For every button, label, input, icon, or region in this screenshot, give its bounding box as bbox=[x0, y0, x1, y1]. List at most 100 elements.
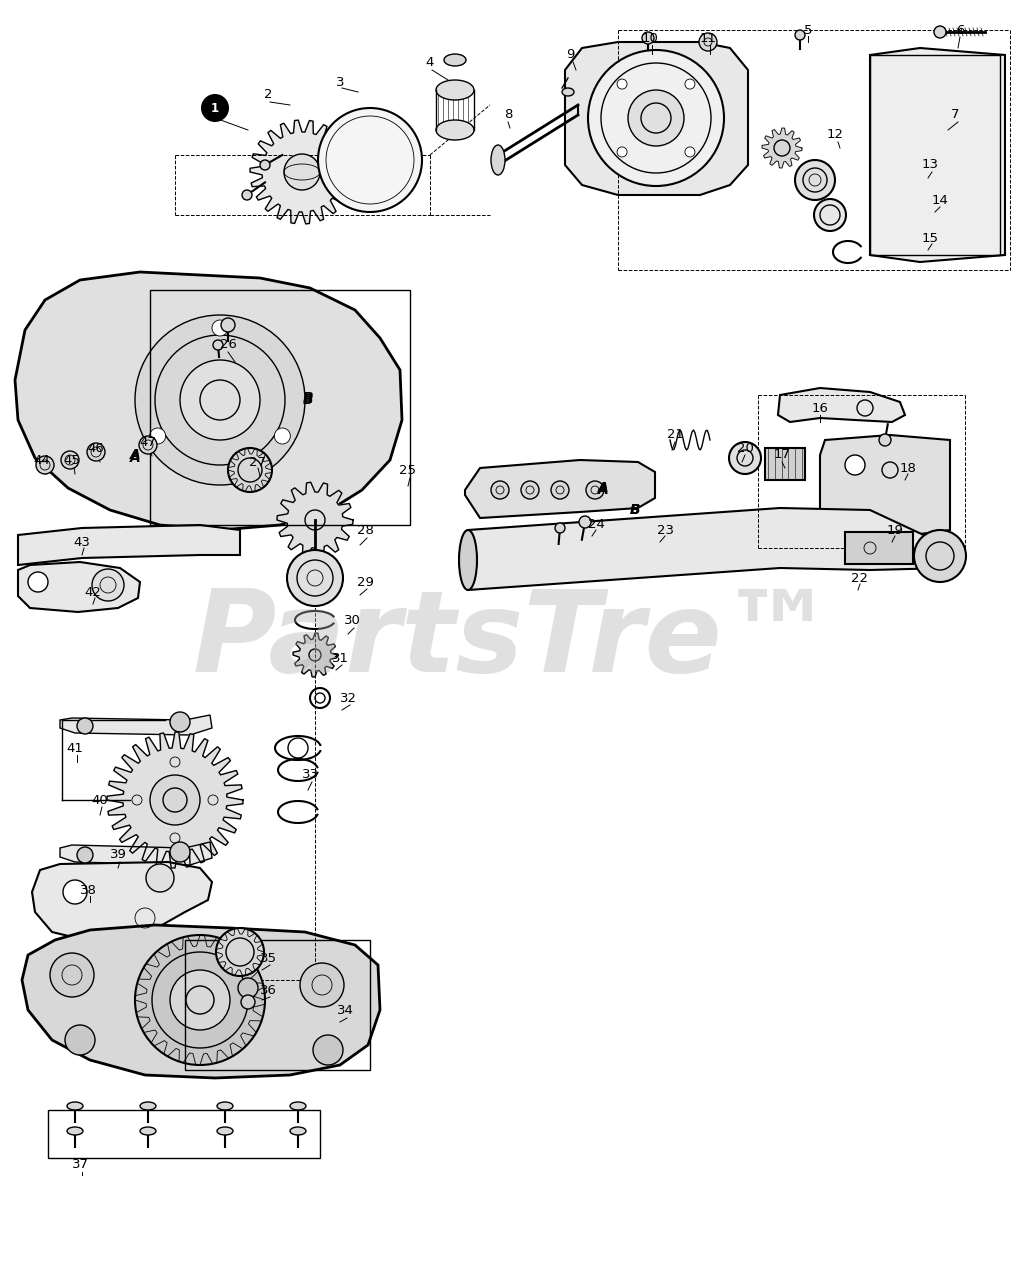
Text: 43: 43 bbox=[73, 535, 91, 549]
Polygon shape bbox=[60, 716, 212, 735]
Circle shape bbox=[586, 481, 604, 499]
Circle shape bbox=[65, 1025, 95, 1055]
Text: 11: 11 bbox=[700, 32, 716, 45]
Text: 30: 30 bbox=[344, 613, 360, 626]
Circle shape bbox=[795, 29, 805, 40]
Polygon shape bbox=[762, 128, 802, 168]
Text: 22: 22 bbox=[852, 571, 868, 585]
Text: 4: 4 bbox=[426, 55, 434, 69]
Circle shape bbox=[491, 481, 509, 499]
Text: 46: 46 bbox=[87, 442, 104, 454]
Text: 28: 28 bbox=[357, 524, 374, 536]
Circle shape bbox=[934, 26, 946, 38]
Circle shape bbox=[139, 436, 157, 454]
Text: 31: 31 bbox=[331, 652, 349, 664]
Circle shape bbox=[228, 448, 272, 492]
Ellipse shape bbox=[290, 1102, 306, 1110]
Polygon shape bbox=[216, 928, 264, 975]
Ellipse shape bbox=[491, 145, 505, 175]
Text: 25: 25 bbox=[399, 463, 417, 476]
Ellipse shape bbox=[459, 530, 477, 590]
Circle shape bbox=[551, 481, 569, 499]
Circle shape bbox=[92, 570, 125, 602]
Circle shape bbox=[36, 456, 54, 474]
Bar bbox=[48, 1110, 320, 1158]
Circle shape bbox=[180, 360, 260, 440]
Polygon shape bbox=[135, 934, 265, 1065]
Circle shape bbox=[617, 147, 627, 157]
Ellipse shape bbox=[67, 1102, 83, 1110]
Text: 7: 7 bbox=[951, 109, 959, 122]
Circle shape bbox=[284, 154, 320, 189]
Text: 29: 29 bbox=[357, 576, 374, 589]
Polygon shape bbox=[228, 448, 272, 492]
Circle shape bbox=[845, 454, 865, 475]
Polygon shape bbox=[250, 120, 354, 224]
Circle shape bbox=[50, 954, 94, 997]
Text: 8: 8 bbox=[504, 109, 512, 122]
Text: 27: 27 bbox=[249, 456, 267, 468]
Text: A: A bbox=[598, 481, 608, 495]
Text: 36: 36 bbox=[259, 983, 277, 997]
Ellipse shape bbox=[140, 1126, 156, 1135]
Text: A: A bbox=[130, 448, 140, 462]
Text: 6: 6 bbox=[956, 23, 964, 37]
Circle shape bbox=[170, 712, 190, 732]
Circle shape bbox=[642, 32, 654, 44]
Text: 1: 1 bbox=[211, 101, 219, 114]
Circle shape bbox=[201, 93, 229, 122]
Circle shape bbox=[170, 970, 230, 1030]
Text: 34: 34 bbox=[336, 1004, 353, 1016]
Text: 47: 47 bbox=[140, 435, 156, 448]
Text: 15: 15 bbox=[922, 232, 938, 244]
Ellipse shape bbox=[436, 120, 474, 140]
Text: B: B bbox=[303, 390, 313, 404]
Circle shape bbox=[135, 934, 265, 1065]
Polygon shape bbox=[277, 483, 353, 558]
Circle shape bbox=[135, 315, 305, 485]
Circle shape bbox=[87, 443, 105, 461]
Polygon shape bbox=[17, 525, 240, 564]
Ellipse shape bbox=[217, 1102, 233, 1110]
Ellipse shape bbox=[436, 79, 474, 100]
Bar bbox=[185, 940, 370, 1070]
Text: 14: 14 bbox=[931, 193, 949, 206]
Text: 32: 32 bbox=[340, 691, 356, 704]
Ellipse shape bbox=[562, 88, 574, 96]
Circle shape bbox=[28, 572, 48, 591]
Circle shape bbox=[579, 516, 591, 527]
Circle shape bbox=[300, 963, 344, 1007]
Text: 13: 13 bbox=[922, 159, 938, 172]
Circle shape bbox=[77, 847, 93, 863]
Text: 19: 19 bbox=[887, 524, 903, 536]
Polygon shape bbox=[17, 562, 140, 612]
Text: PartsTre™: PartsTre™ bbox=[192, 585, 836, 695]
Text: A: A bbox=[130, 451, 140, 465]
Text: 3: 3 bbox=[335, 76, 345, 88]
Bar bbox=[870, 55, 1000, 255]
Bar bbox=[765, 448, 805, 480]
Polygon shape bbox=[60, 842, 212, 865]
Circle shape bbox=[241, 995, 255, 1009]
Text: 5: 5 bbox=[804, 23, 812, 37]
Text: 37: 37 bbox=[71, 1158, 88, 1171]
Polygon shape bbox=[32, 861, 212, 940]
Polygon shape bbox=[820, 435, 950, 538]
Text: 42: 42 bbox=[84, 585, 102, 599]
Circle shape bbox=[170, 842, 190, 861]
Circle shape bbox=[260, 160, 270, 170]
Circle shape bbox=[212, 320, 228, 335]
Text: 16: 16 bbox=[812, 402, 828, 415]
Text: 39: 39 bbox=[109, 849, 127, 861]
Text: 10: 10 bbox=[641, 32, 659, 45]
Circle shape bbox=[318, 108, 422, 212]
Ellipse shape bbox=[217, 1126, 233, 1135]
Circle shape bbox=[61, 451, 79, 468]
Text: 12: 12 bbox=[826, 128, 844, 142]
Polygon shape bbox=[60, 946, 108, 978]
Text: 38: 38 bbox=[79, 883, 97, 896]
Circle shape bbox=[149, 428, 166, 444]
Circle shape bbox=[275, 428, 290, 444]
Polygon shape bbox=[465, 460, 655, 518]
Circle shape bbox=[617, 79, 627, 90]
